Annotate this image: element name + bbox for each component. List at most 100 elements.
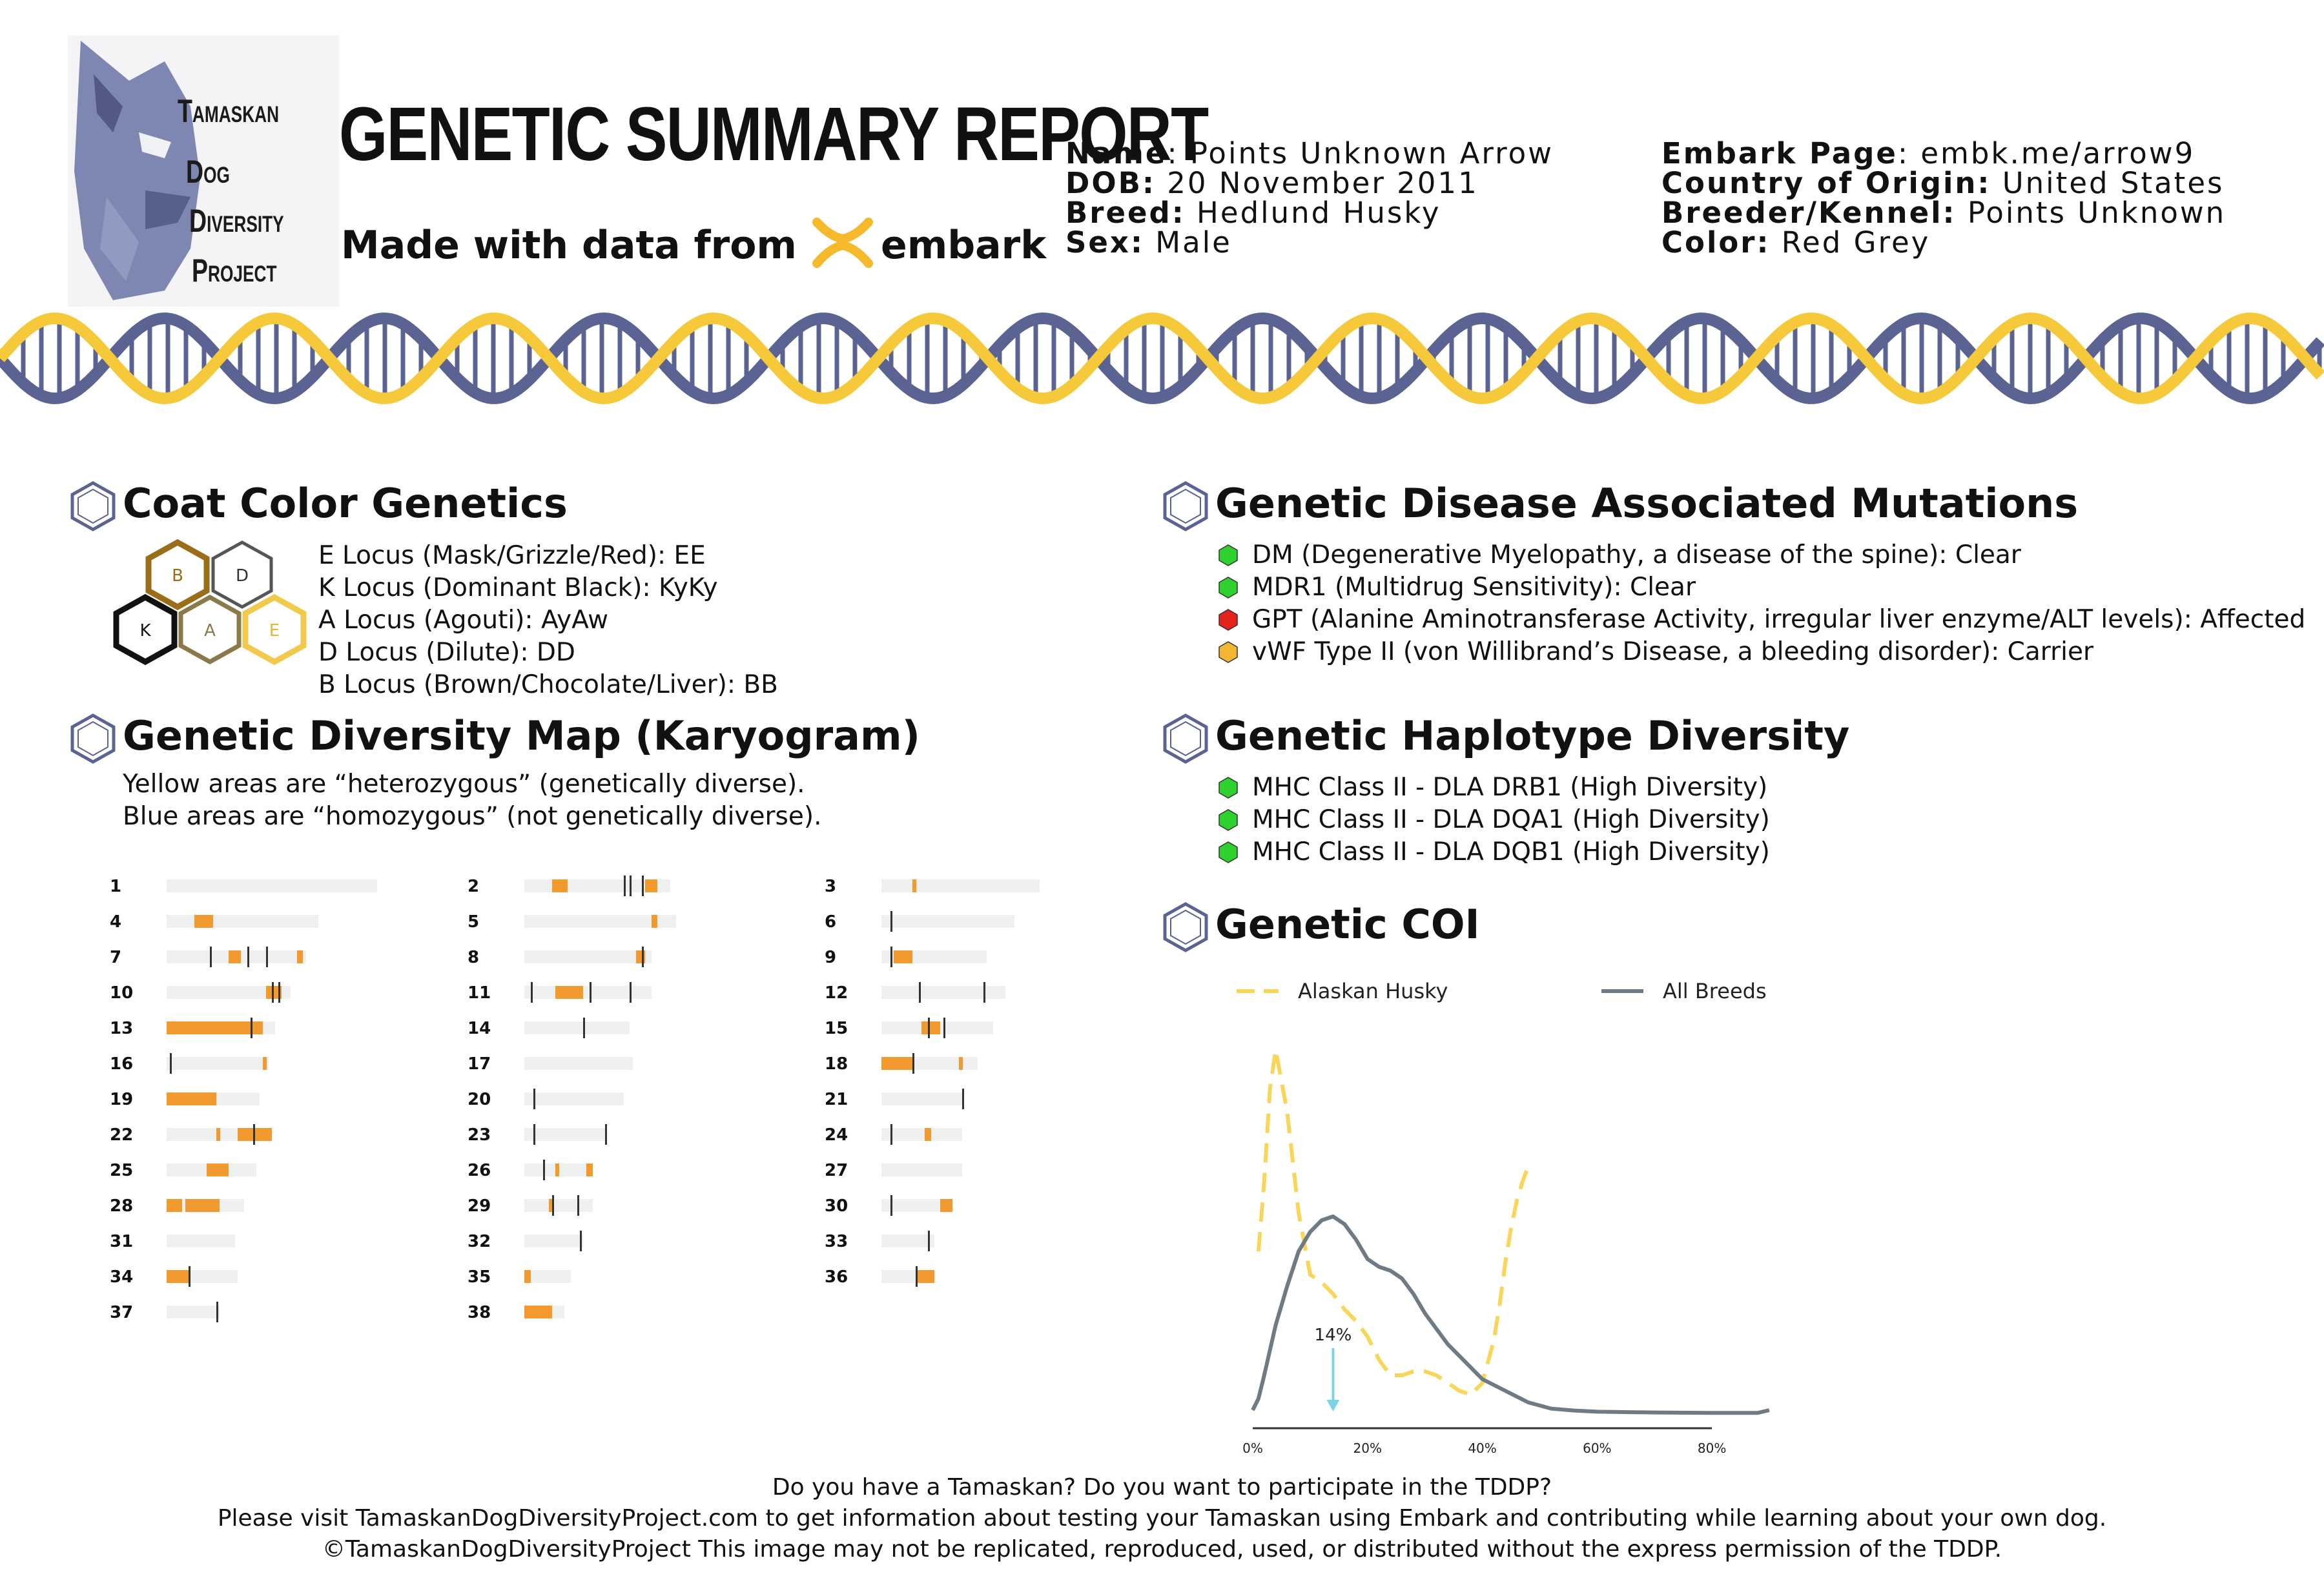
x-tick-label: 20% <box>1353 1440 1382 1453</box>
haplotype-dqb1: MHC Class II - DLA DQB1 (High Diversity) <box>1252 837 1770 866</box>
chromosome-bar <box>881 879 1040 892</box>
chromosome-bar <box>167 1164 257 1176</box>
chromosome-label: 14 <box>468 1019 491 1038</box>
chromosome-label: 34 <box>110 1267 134 1287</box>
logo-line-2: Dog <box>186 154 230 190</box>
made-with-text: Made with data from <box>341 223 797 268</box>
locus-e: E Locus (Mask/Grizzle/Red): EE <box>318 541 706 570</box>
chromosome-marker <box>630 982 632 1003</box>
chromosome-label: 5 <box>468 912 480 932</box>
status-hexagon-icon <box>1219 809 1238 831</box>
chromosome-bar <box>524 876 670 896</box>
chromosome-bar <box>881 1164 962 1176</box>
heterozygous-segment <box>524 1270 531 1283</box>
diversity-map-title: Genetic Diversity Map (Karyogram) <box>123 712 920 759</box>
locus-b: B Locus (Brown/Chocolate/Liver): BB <box>318 670 778 699</box>
heterozygous-segment <box>881 1057 912 1070</box>
heterozygous-segment <box>296 950 303 963</box>
heterozygous-segment <box>894 950 912 963</box>
chromosome-marker <box>169 1053 172 1074</box>
chromosome-bar <box>167 1266 238 1287</box>
chromosome-label: 35 <box>468 1267 491 1287</box>
country-label: Country of Origin: <box>1661 166 1991 200</box>
heterozygous-segment <box>194 915 213 928</box>
heterozygous-segment <box>549 1199 553 1212</box>
chromosome-label: 17 <box>468 1054 491 1074</box>
chromosome-marker <box>580 1231 582 1251</box>
heterozygous-segment <box>167 1021 263 1034</box>
dob-value: 20 November 2011 <box>1155 166 1479 200</box>
chromosome-marker <box>583 1018 586 1038</box>
chromosome-bar <box>524 1231 584 1251</box>
disease-mdr1: MDR1 (Multidrug Sensitivity): Clear <box>1252 573 1696 602</box>
chromosome-label: 21 <box>825 1090 848 1109</box>
chromosome-marker <box>890 1124 893 1145</box>
heterozygous-segment <box>586 1164 593 1176</box>
chromosome-marker <box>210 947 212 967</box>
diversity-description: Yellow areas are “heterozygous” (genetic… <box>123 768 821 833</box>
disease-item: GPT (Alanine Aminotransferase Activity, … <box>1217 604 2305 636</box>
profile-right: Embark Page: embk.me/arrow9 Country of O… <box>1661 139 2226 258</box>
chromosome-marker <box>216 1302 218 1322</box>
chromosome-bar <box>167 1199 244 1212</box>
dna-strand-yellow <box>0 312 2324 405</box>
chromosome-marker <box>577 1195 579 1216</box>
chromosome-marker <box>533 1089 536 1109</box>
heterozygous-segment <box>915 1270 934 1283</box>
chromosome-label: 20 <box>468 1090 491 1109</box>
chromosome-bar <box>524 1124 607 1145</box>
footer: Do you have a Tamaskan? Do you want to p… <box>0 1472 2324 1565</box>
chromosome-label: 37 <box>110 1303 134 1322</box>
country-value: United States <box>1991 166 2225 200</box>
chromosome-bar <box>524 947 652 967</box>
chromosome-bar <box>524 1089 624 1109</box>
sex-value: Male <box>1144 225 1232 260</box>
chromosome-label: 13 <box>110 1019 134 1038</box>
haplotype-item: MHC Class II - DLA DQB1 (High Diversity) <box>1217 836 1770 868</box>
alaskan-husky-line <box>1256 1048 1530 1397</box>
status-hexagon-icon <box>1219 641 1238 663</box>
disease-list: DM (Degenerative Myelopathy, a disease o… <box>1217 539 2305 668</box>
chromosome-label: 10 <box>110 983 134 1003</box>
haplotype-item: MHC Class II - DLA DRB1 (High Diversity) <box>1217 772 1770 804</box>
chromosome-label: 15 <box>825 1019 848 1038</box>
x-tick-label: 40% <box>1468 1440 1496 1453</box>
chromosome-bar <box>881 1231 934 1251</box>
haplotype-item: MHC Class II - DLA DQA1 (High Diversity) <box>1217 804 1770 836</box>
sex-label: Sex: <box>1065 225 1144 260</box>
chromosome-bar <box>167 1235 235 1247</box>
chromosome-bar <box>167 1053 269 1074</box>
chromosome-marker <box>918 982 921 1003</box>
chromosome-label: 9 <box>825 948 837 967</box>
heterozygous-segment <box>238 1128 273 1141</box>
name-label: Name <box>1065 136 1167 170</box>
locus-k: K Locus (Dominant Black): KyKy <box>318 573 718 602</box>
heterozygous-segment <box>925 1128 931 1141</box>
chromosome-label: 23 <box>468 1125 491 1145</box>
embark-page-label: Embark Page <box>1661 136 1898 170</box>
chromosome-marker <box>623 876 626 896</box>
chromosome-label: 7 <box>110 948 122 967</box>
chromosome-bar <box>881 947 987 967</box>
chromosome-bar <box>524 1160 593 1180</box>
chromosome-bar <box>167 915 319 928</box>
heterozygous-segment <box>265 986 282 999</box>
chromosome-bar <box>524 1018 630 1038</box>
chromosome-label: 30 <box>825 1196 848 1216</box>
heterozygous-segment <box>167 1270 189 1283</box>
hex-letter-a: A <box>204 621 216 641</box>
footer-question: Do you have a Tamaskan? Do you want to p… <box>772 1474 1552 1501</box>
chromosome-marker <box>533 1124 536 1145</box>
heterozygous-segment <box>262 1057 267 1070</box>
dna-helix-banner <box>0 312 2324 405</box>
chromosome-marker <box>552 1195 555 1216</box>
chromosome-label: 3 <box>825 877 837 896</box>
heterozygous-segment <box>552 879 568 892</box>
heterozygous-segment <box>229 950 242 963</box>
coi-marker-arrow-icon <box>1326 1400 1340 1411</box>
chromosome-label: 12 <box>825 983 848 1003</box>
chromosome-label: 38 <box>468 1303 491 1322</box>
chromosome-label: 16 <box>110 1054 134 1074</box>
dob-label: DOB: <box>1065 166 1156 200</box>
